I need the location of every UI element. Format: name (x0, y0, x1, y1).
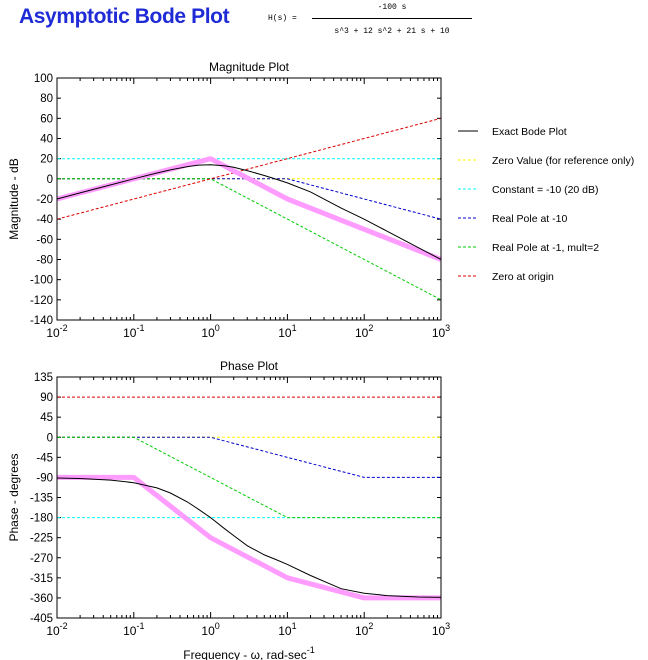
magnitude-x-tick-label: 100 (201, 323, 219, 340)
phase-y-tick-label: -135 (30, 493, 53, 505)
magnitude-plot-title: Magnitude Plot (209, 60, 290, 74)
magnitude-y-tick-label: 80 (40, 93, 53, 105)
phase-x-tick-label: 10-2 (46, 621, 67, 638)
magnitude-y-tick-label: 20 (40, 154, 53, 166)
phase-y-tick-label: 0 (47, 432, 53, 444)
phase-plot: Phase Plot Phase - degrees -405 -360 -315 -27… (7, 359, 450, 660)
magnitude-real-pole-at-1-mult-2-line (57, 178, 442, 301)
transfer-function-lhs: H(s) = (268, 14, 297, 23)
magnitude-plot-frame (56, 77, 442, 321)
magnitude-y-tick-label: -20 (36, 194, 53, 206)
phase-y-tick-label: -360 (30, 593, 53, 605)
phase-x-tick-label: 103 (432, 621, 450, 638)
phase-y-tick-label: -90 (36, 472, 53, 484)
phase-y-tick-label: -180 (30, 513, 53, 525)
magnitude-x-tick-label: 102 (355, 323, 373, 340)
magnitude-plot: Magnitude Plot Magnitude - dB -140 -120 -100… (7, 60, 450, 340)
legend-label: Constant = -10 (20 dB) (492, 184, 599, 196)
magnitude-y-tick-label: -100 (30, 275, 53, 287)
phase-y-tick-label: -225 (30, 533, 53, 545)
legend-label: Real Pole at -1, mult=2 (492, 242, 599, 254)
legend-label: Zero at origin (492, 271, 554, 283)
magnitude-y-axis-label: Magnitude - dB (7, 158, 21, 239)
phase-exact-bode-plot-line (56, 477, 442, 598)
phase-y-tick-label: -405 (30, 613, 53, 625)
phase-y-tick-label: -315 (30, 573, 53, 585)
magnitude-asymptotic-total-line (56, 156, 442, 262)
magnitude-y-tick-label: -120 (30, 295, 53, 307)
magnitude-y-tick-label: 100 (34, 73, 53, 85)
magnitude-y-tick-label: -60 (36, 234, 53, 246)
magnitude-x-tick-label: 10-2 (46, 323, 67, 340)
phase-y-tick-label: 135 (34, 372, 53, 384)
magnitude-y-tick-label: -140 (30, 315, 53, 327)
phase-real-pole-at-1-mult-2-line (57, 436, 441, 519)
app-title: Asymptotic Bode Plot (19, 5, 230, 28)
legend-label: Zero Value (for reference only) (492, 155, 634, 167)
legend-label: Exact Bode Plot (492, 126, 567, 138)
phase-x-tick-label: 101 (278, 621, 296, 638)
phase-plot-title: Phase Plot (220, 359, 279, 373)
magnitude-y-tick-label: -80 (36, 255, 53, 267)
phase-plot-frame (56, 376, 442, 619)
magnitude-y-tick-label: 60 (40, 113, 53, 125)
legend: Exact Bode Plot Zero Value (for reference… (458, 126, 634, 283)
magnitude-zero-at-origin-line (56, 117, 442, 220)
phase-y-tick-label: 45 (40, 412, 53, 424)
transfer-function-denominator: s^3 + 12 s^2 + 21 s + 10 (334, 27, 450, 36)
magnitude-x-tick-label: 103 (432, 323, 450, 340)
magnitude-x-tick-label: 101 (278, 323, 296, 340)
magnitude-x-tick-label: 10-1 (123, 323, 144, 340)
magnitude-exact-bode-plot-line (56, 164, 442, 260)
phase-x-tick-label: 10-1 (123, 621, 144, 638)
phase-x-tick-label: 102 (355, 621, 373, 638)
phase-y-tick-label: -270 (30, 553, 53, 565)
phase-y-tick-label: -45 (36, 452, 53, 464)
magnitude-y-tick-label: -40 (36, 214, 53, 226)
phase-y-tick-label: 90 (40, 392, 53, 404)
transfer-function-numerator: -100 s (377, 3, 407, 12)
phase-x-tick-label: 100 (201, 621, 219, 638)
phase-asymptotic-total-line (57, 474, 441, 601)
transfer-function-fraction-bar (312, 18, 472, 19)
magnitude-y-tick-label: 0 (47, 174, 53, 186)
phase-x-axis-label: Frequency - ω, rad-sec-1 (183, 645, 314, 660)
legend-label: Real Pole at -10 (492, 213, 567, 225)
magnitude-y-tick-label: 40 (40, 134, 53, 146)
phase-y-axis-label: Phase - degrees (7, 453, 21, 541)
phase-real-pole-at-10-line (57, 436, 441, 478)
